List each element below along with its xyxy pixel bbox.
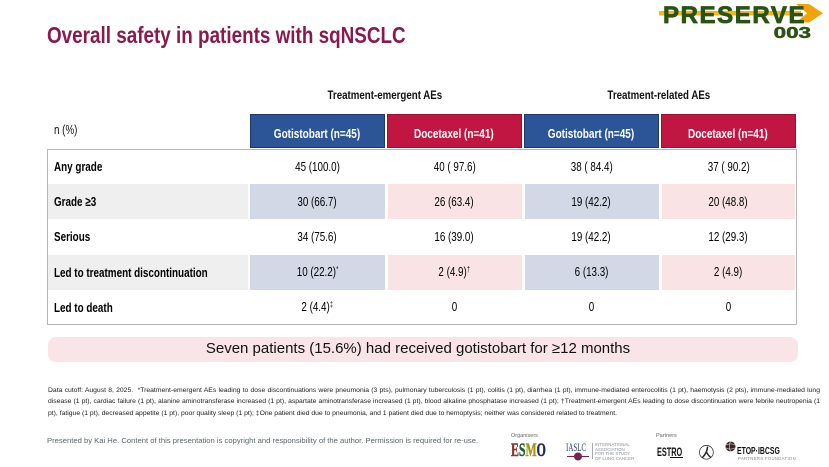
svg-text:003: 003 — [774, 24, 812, 42]
svg-text:PRESERVE: PRESERVE — [663, 2, 806, 29]
